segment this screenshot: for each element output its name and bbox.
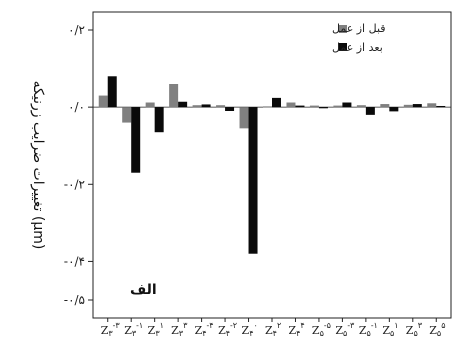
legend: قبل از عمل بعد از عمل	[332, 22, 386, 54]
bar-before	[122, 107, 132, 123]
bar-after	[295, 105, 305, 108]
bar-before	[263, 106, 272, 108]
x-tick-label: Z۴۴	[288, 321, 304, 338]
bar-after	[436, 105, 446, 108]
bar-before	[356, 105, 366, 108]
plot-frame	[92, 11, 452, 319]
bar-after	[342, 102, 352, 108]
legend-label-before: قبل از عمل	[332, 22, 386, 35]
x-tick-label: Z۳-۳	[101, 321, 121, 338]
legend-swatch-before	[339, 25, 347, 33]
bar-after	[131, 107, 141, 173]
bar-after	[272, 97, 281, 108]
y-tick-label: ۰/۰	[68, 100, 85, 114]
x-tick-label: Z۵-۵	[312, 321, 331, 338]
x-tick-label: Z۵۱	[382, 321, 398, 338]
x-tick-label: Z۵۵	[429, 321, 445, 338]
bar-before	[192, 105, 202, 108]
x-tick-label: Z۴-۲	[218, 321, 237, 338]
x-tick-label: Z۴-۴	[195, 321, 214, 338]
panel-label: الف	[130, 282, 157, 298]
bar-before	[380, 104, 390, 108]
legend-label-after: بعد از عمل	[332, 41, 383, 54]
x-tick-label: Z۴۲	[265, 321, 281, 338]
y-axis-label: تغییرات ضرایب زرنیکه (µm)	[30, 81, 46, 250]
x-tick-label: Z۳-۱	[124, 321, 143, 338]
x-tick-label: Z۵-۳	[335, 321, 355, 338]
bars	[98, 76, 446, 254]
y-tick-label: ۰/۲	[68, 23, 85, 37]
bar-after	[225, 107, 235, 111]
bar-after	[248, 107, 258, 254]
bar-after	[107, 76, 117, 108]
y-tick-label: -۰/۲	[64, 177, 85, 191]
bar-before	[286, 102, 296, 108]
bar-after	[318, 107, 328, 109]
y-tick-label: -۰/۴	[64, 254, 85, 268]
bar-before	[309, 105, 319, 108]
y-axis: ۰/۲ ۰/۰ -۰/۲ -۰/۴ -۰/۵	[64, 23, 93, 307]
bar-before	[403, 104, 413, 108]
bar-after	[412, 104, 422, 108]
x-axis-labels: Z۳-۳ Z۳-۱ Z۳۱ Z۳۳ Z۴-۴ Z۴-۲ Z۴۰ Z۴۲ Z۴۴ Z۵-۵ Z۵-۳ Z…	[101, 318, 446, 338]
x-tick-label: Z۳۱	[148, 321, 164, 338]
x-tick-label: Z۵-۱	[359, 321, 378, 338]
bar-after	[389, 107, 399, 112]
bar-before	[427, 103, 437, 108]
bar-after	[365, 107, 375, 115]
x-tick-label: Z۳۳	[171, 321, 188, 338]
y-tick-label: -۰/۵	[64, 293, 85, 307]
bar-before	[169, 84, 179, 108]
x-tick-label: Z۴۰	[242, 321, 258, 338]
x-tick-label: Z۵۳	[406, 321, 423, 338]
bar-before	[145, 102, 155, 108]
bar-after	[178, 101, 188, 108]
legend-swatch-after	[339, 43, 347, 51]
bar-before	[98, 95, 108, 108]
bar-before	[239, 107, 249, 129]
bar-after	[201, 104, 211, 108]
bar-before	[216, 105, 226, 108]
bar-after	[154, 107, 164, 133]
bar-before	[333, 105, 343, 108]
